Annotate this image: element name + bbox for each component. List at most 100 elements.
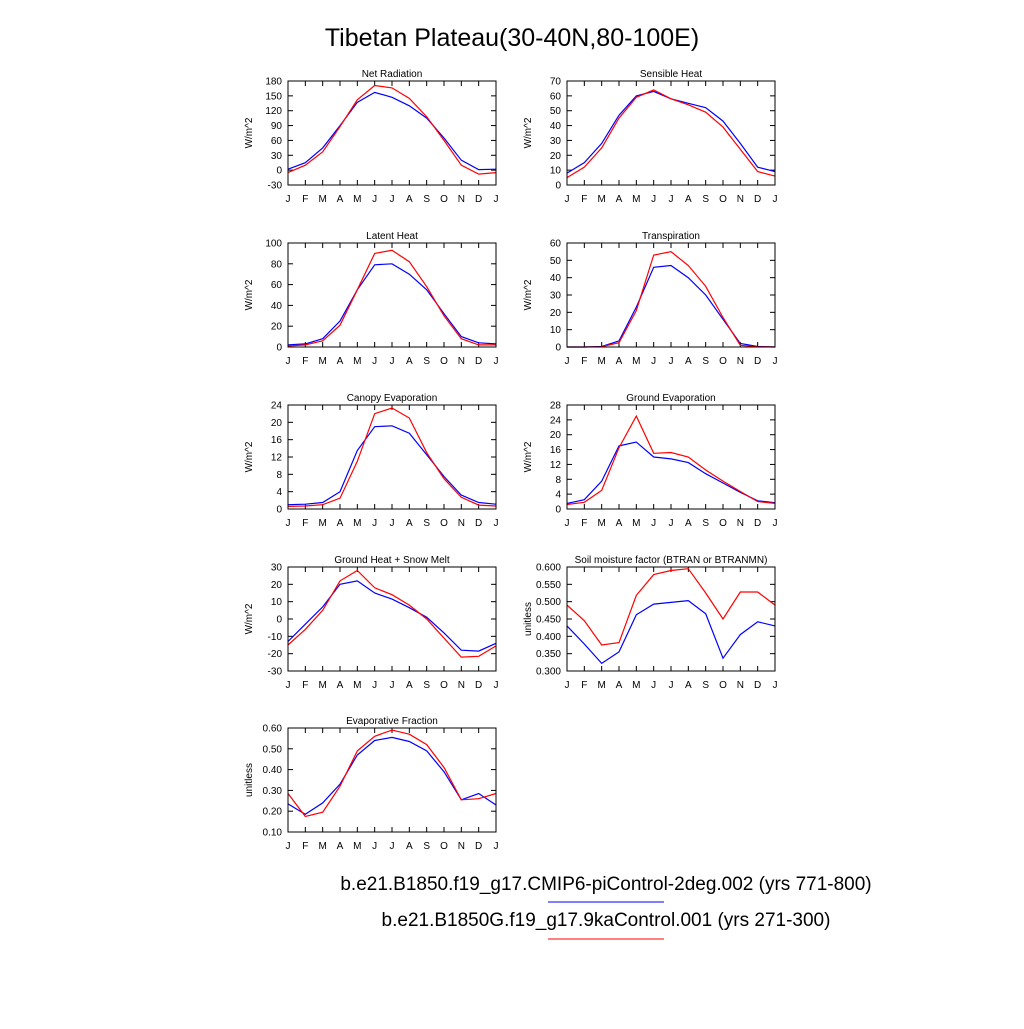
y-tick-label: 20 xyxy=(271,580,283,591)
x-tick-label: A xyxy=(616,680,623,691)
x-tick-label: N xyxy=(737,680,744,691)
x-tick-label: M xyxy=(353,841,361,852)
x-tick-label: A xyxy=(616,194,623,205)
x-tick-label: N xyxy=(737,194,744,205)
x-tick-label: O xyxy=(719,356,727,367)
x-tick-label: O xyxy=(440,841,448,852)
y-tick-label: 20 xyxy=(550,308,562,319)
series-line-1 xyxy=(287,580,497,652)
y-tick-label: 0.60 xyxy=(263,724,283,735)
y-tick-label: 90 xyxy=(271,121,283,132)
x-tick-label: M xyxy=(318,194,326,205)
x-tick-label: S xyxy=(423,680,430,691)
x-tick-label: M xyxy=(353,356,361,367)
y-tick-label: 24 xyxy=(271,401,283,412)
y-axis-label: W/m^2 xyxy=(244,441,255,472)
y-tick-label: 10 xyxy=(550,166,562,177)
x-tick-label: J xyxy=(372,194,377,205)
x-tick-label: J xyxy=(565,680,570,691)
y-tick-label: 150 xyxy=(265,91,282,102)
y-tick-label: -10 xyxy=(268,632,283,643)
x-tick-label: F xyxy=(302,841,308,852)
x-tick-label: J xyxy=(372,841,377,852)
x-tick-label: M xyxy=(632,518,640,529)
x-tick-label: A xyxy=(406,518,413,529)
legend: b.e21.B1850.f19_g17.CMIP6-piControl-2deg… xyxy=(340,874,872,940)
plot-frame xyxy=(287,80,497,186)
y-tick-label: 80 xyxy=(271,259,283,270)
x-tick-label: J xyxy=(494,841,499,852)
x-tick-label: N xyxy=(458,356,465,367)
series-line-1 xyxy=(566,599,776,665)
plot-frame xyxy=(287,727,497,833)
y-tick-label: 100 xyxy=(265,239,282,250)
figure-title: Tibetan Plateau(30-40N,80-100E) xyxy=(325,24,699,52)
x-tick-label: M xyxy=(597,356,605,367)
x-tick-label: F xyxy=(302,518,308,529)
x-tick-label: M xyxy=(318,841,326,852)
y-tick-label: 12 xyxy=(550,460,562,471)
x-tick-label: N xyxy=(458,518,465,529)
series-line-1 xyxy=(566,441,776,504)
panel-title: Ground Heat + Snow Melt xyxy=(334,555,450,566)
x-tick-label: O xyxy=(440,680,448,691)
x-tick-label: M xyxy=(597,680,605,691)
y-axis-label: W/m^2 xyxy=(523,279,534,310)
x-tick-label: J xyxy=(494,194,499,205)
x-tick-label: A xyxy=(337,680,344,691)
x-tick-label: D xyxy=(475,841,482,852)
y-tick-label: -20 xyxy=(268,649,283,660)
series-line-2 xyxy=(566,414,776,506)
series-line-1 xyxy=(287,91,497,171)
x-tick-label: J xyxy=(773,680,778,691)
x-tick-label: M xyxy=(353,194,361,205)
x-tick-label: A xyxy=(337,518,344,529)
x-tick-label: A xyxy=(685,194,692,205)
y-tick-label: 16 xyxy=(271,435,283,446)
y-tick-label: 0 xyxy=(555,505,561,516)
panel-title: Evaporative Fraction xyxy=(346,716,438,727)
y-tick-label: 60 xyxy=(271,280,283,291)
x-tick-label: J xyxy=(390,356,395,367)
x-tick-label: N xyxy=(458,680,465,691)
series-line-2 xyxy=(287,407,497,507)
x-tick-label: J xyxy=(651,518,656,529)
x-tick-label: F xyxy=(581,194,587,205)
x-tick-label: J xyxy=(372,680,377,691)
y-tick-label: 0 xyxy=(276,505,282,516)
y-tick-label: 120 xyxy=(265,106,282,117)
x-tick-label: J xyxy=(669,680,674,691)
y-tick-label: 40 xyxy=(550,273,562,284)
x-tick-label: N xyxy=(737,518,744,529)
x-tick-label: F xyxy=(581,356,587,367)
panel-title: Net Radiation xyxy=(362,69,423,80)
panel-title: Soil moisture factor (BTRAN or BTRANMN) xyxy=(575,555,768,566)
y-tick-label: 50 xyxy=(550,256,562,267)
x-tick-label: M xyxy=(597,194,605,205)
x-tick-label: F xyxy=(581,680,587,691)
x-tick-label: J xyxy=(565,518,570,529)
plot-frame xyxy=(566,80,776,186)
x-tick-label: J xyxy=(286,518,291,529)
x-tick-label: M xyxy=(632,194,640,205)
y-tick-label: 0.10 xyxy=(263,828,283,839)
x-tick-label: J xyxy=(669,518,674,529)
y-tick-label: 0.600 xyxy=(536,563,561,574)
x-tick-label: J xyxy=(651,194,656,205)
y-tick-label: 0.550 xyxy=(536,580,561,591)
y-tick-label: 20 xyxy=(271,418,283,429)
x-tick-label: J xyxy=(286,356,291,367)
y-tick-label: 0 xyxy=(276,615,282,626)
x-tick-label: F xyxy=(302,680,308,691)
y-tick-label: -30 xyxy=(268,667,283,678)
x-tick-label: F xyxy=(302,356,308,367)
x-tick-label: M xyxy=(318,518,326,529)
y-tick-label: 70 xyxy=(550,77,562,88)
x-tick-label: J xyxy=(494,680,499,691)
series-line-1 xyxy=(287,263,497,346)
